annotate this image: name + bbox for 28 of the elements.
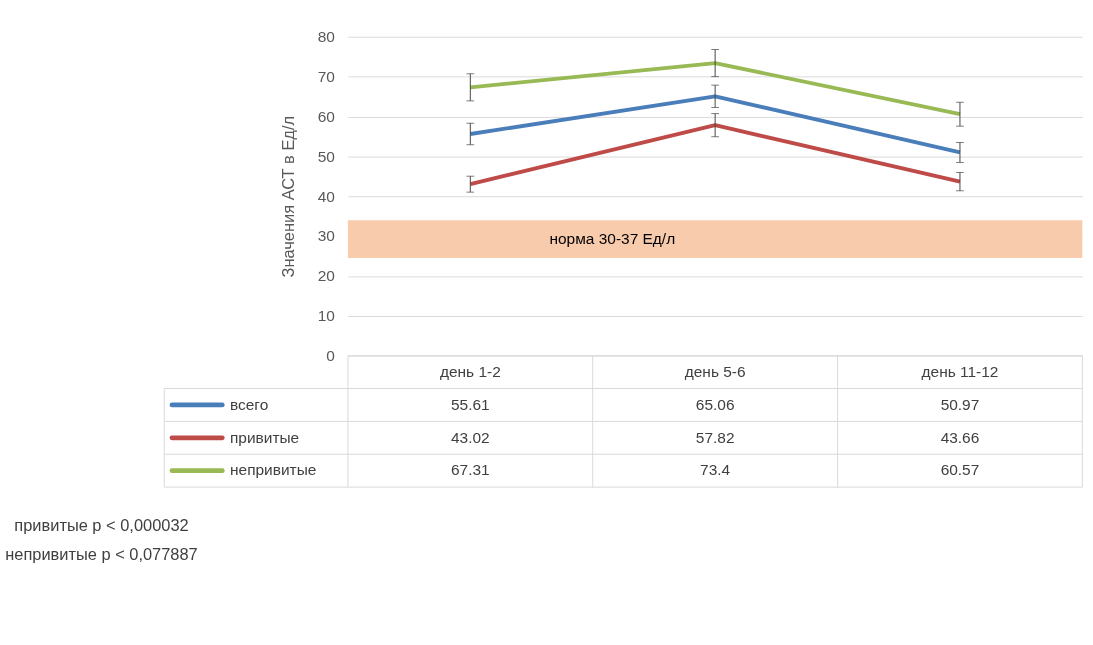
y-tick-label: 0 [326,346,335,364]
y-tick-label: 10 [317,307,335,325]
y-tick-label: 80 [317,28,335,46]
text: привитые p < 0,000032 [14,515,189,534]
legend-label: привитые [230,428,300,446]
y-tick-label: 60 [317,107,335,125]
data-label: 67.31 [450,461,490,479]
y-tick-label: 20 [317,267,335,285]
data-label: 57.82 [695,428,735,446]
x-tick-label: день 11-12 [921,362,999,380]
x-tick-label: день 5-6 [684,362,746,380]
text: непривитые p < 0,077887 [5,544,198,563]
data-label: 60.57 [940,461,980,479]
y-tick-label: 30 [317,227,335,245]
x-tick-label: день 1-2 [439,362,501,380]
legend-label: непривитые [230,461,317,479]
data-label: 43.66 [940,428,980,446]
data-label: 55.61 [450,395,490,413]
legend-label: всего [230,395,269,413]
data-label: 43.02 [450,428,490,446]
y-tick-label: 70 [317,67,335,85]
band-label: норма 30-37 Ед/л [549,229,676,247]
y-axis-title: Значения АСТ в Ед/л [279,115,298,278]
data-label: 50.97 [940,395,980,413]
y-tick-label: 50 [317,147,335,165]
y-tick-label: 40 [317,187,335,205]
data-label: 65.06 [695,395,735,413]
data-label: 73.4 [700,461,731,479]
